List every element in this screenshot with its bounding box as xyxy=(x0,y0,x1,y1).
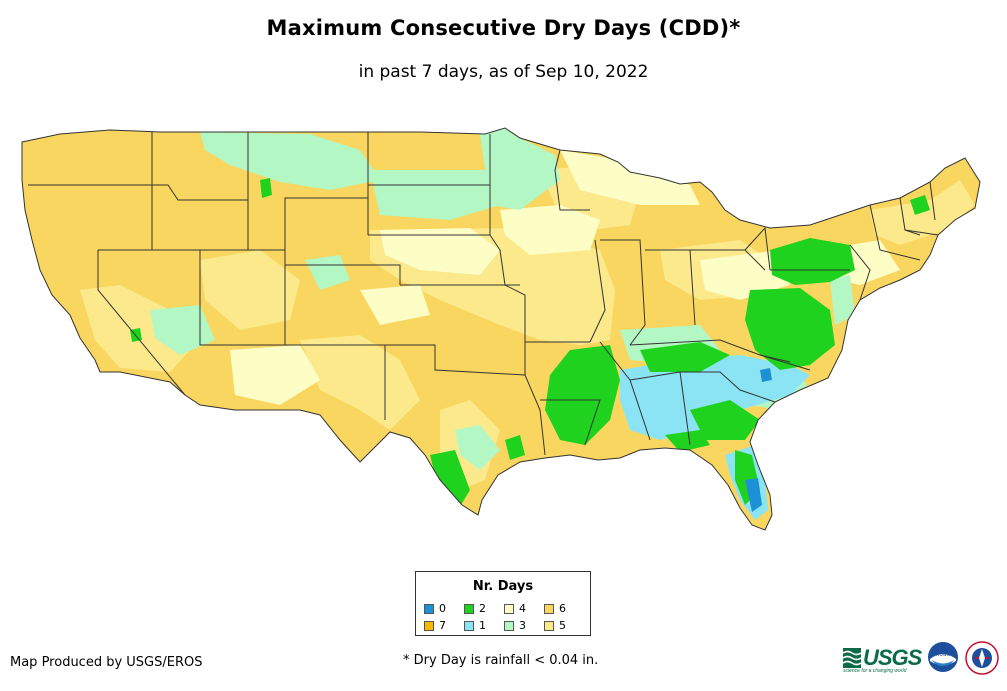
usgs-wave-icon xyxy=(843,648,861,668)
legend-items: 0 2 4 6 7 1 3 5 xyxy=(424,602,594,632)
legend-swatch xyxy=(464,603,474,614)
legend-item: 3 xyxy=(504,619,544,632)
us-dry-days-map xyxy=(21,127,981,531)
legend-item: 0 xyxy=(424,602,464,615)
legend-item: 1 xyxy=(464,619,504,632)
dry-4-zones xyxy=(230,150,900,405)
agency-logos: USGS science for a changing world noaa xyxy=(843,641,1003,681)
map-credit: Map Produced by USGS/EROS xyxy=(10,655,203,670)
footnote: * Dry Day is rainfall < 0.04 in. xyxy=(403,653,599,668)
legend: Nr. Days 0 2 4 6 7 1 3 xyxy=(415,571,591,636)
legend-swatch xyxy=(504,603,514,614)
legend-swatch xyxy=(544,603,554,614)
usgs-tagline: science for a changing world xyxy=(843,668,907,674)
legend-item: 7 xyxy=(424,619,464,632)
legend-label: 0 xyxy=(439,602,446,615)
legend-label: 6 xyxy=(559,602,566,615)
legend-label: 3 xyxy=(519,619,526,632)
legend-swatch xyxy=(464,620,474,631)
map-title: Maximum Consecutive Dry Days (CDD)* xyxy=(266,16,741,40)
legend-swatch xyxy=(544,620,554,631)
legend-item: 4 xyxy=(504,602,544,615)
legend-item: 6 xyxy=(544,602,584,615)
legend-title: Nr. Days xyxy=(472,579,534,594)
state-boundaries xyxy=(21,127,981,531)
legend-item: 5 xyxy=(544,619,584,632)
legend-label: 4 xyxy=(519,602,526,615)
legend-label: 5 xyxy=(559,619,566,632)
usgs-logo: USGS xyxy=(843,645,922,671)
nws-logo-icon xyxy=(965,641,999,675)
noaa-label: noaa xyxy=(936,651,951,658)
legend-label: 2 xyxy=(479,602,486,615)
dry-0-zones xyxy=(745,368,772,512)
legend-swatch xyxy=(424,620,434,631)
dry-2-zones xyxy=(130,178,930,510)
noaa-logo-icon: noaa xyxy=(928,642,958,672)
legend-label: 7 xyxy=(439,619,446,632)
legend-item: 2 xyxy=(464,602,504,615)
legend-swatch xyxy=(424,603,434,614)
usgs-wordmark: USGS xyxy=(863,645,922,670)
legend-label: 1 xyxy=(479,619,486,632)
map-subtitle: in past 7 days, as of Sep 10, 2022 xyxy=(358,62,649,82)
legend-swatch xyxy=(504,620,514,631)
